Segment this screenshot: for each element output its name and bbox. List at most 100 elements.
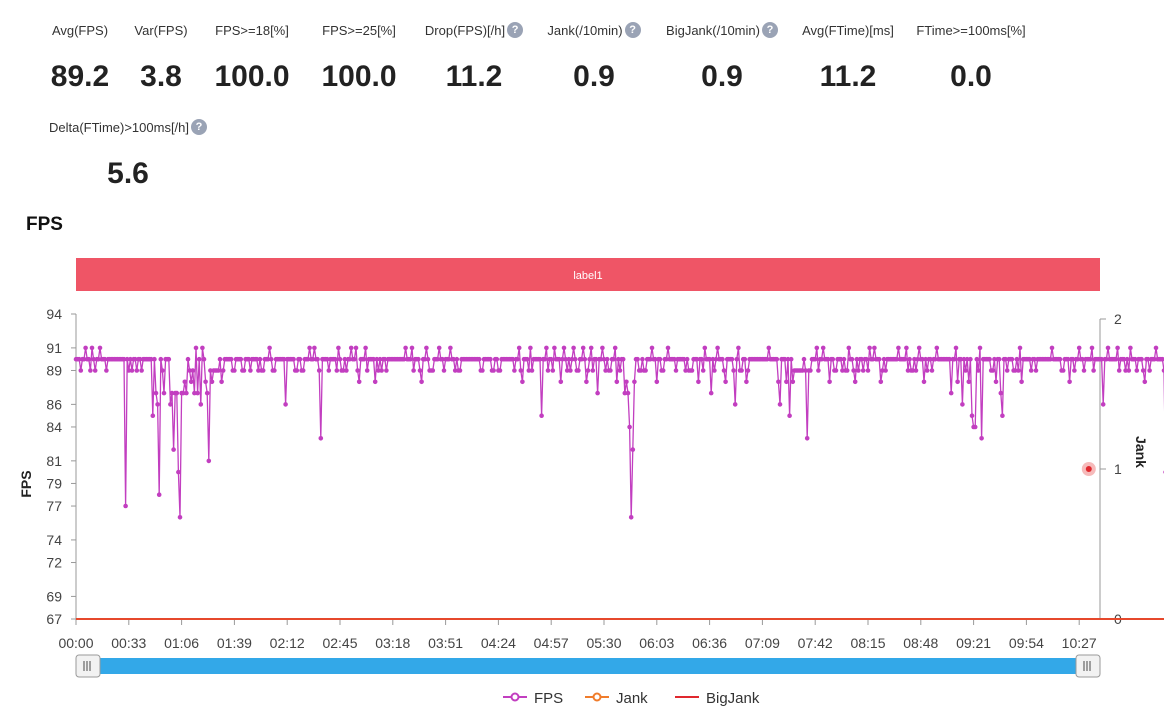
- metric-bigjank: BigJank(/10min)? 0.9: [654, 20, 790, 94]
- fps-point: [953, 345, 959, 351]
- fps-point: [712, 368, 717, 373]
- fps-point: [902, 356, 908, 362]
- fps-point: [964, 356, 970, 362]
- fps-point: [849, 356, 855, 362]
- fps-point: [185, 356, 191, 362]
- fps-point: [684, 356, 690, 362]
- fps-point: [614, 379, 620, 385]
- fps-point: [539, 413, 544, 419]
- fps-point: [193, 345, 199, 351]
- metric-label-text: Drop(FPS)[/h]: [424, 22, 506, 38]
- fps-point: [601, 356, 607, 362]
- fps-point: [104, 368, 109, 373]
- fps-point: [612, 345, 618, 351]
- legend-marker-jank[interactable]: [592, 692, 602, 702]
- fps-point: [318, 436, 324, 441]
- x-tick-label: 00:33: [111, 635, 146, 651]
- fps-point: [745, 368, 751, 373]
- fps-point: [851, 368, 856, 373]
- fps-point: [403, 345, 408, 351]
- zoom-slider-handle-left[interactable]: [75, 654, 101, 678]
- fps-point: [1000, 413, 1005, 419]
- x-tick-label: 04:57: [534, 635, 569, 651]
- fps-point: [673, 368, 679, 373]
- fps-point: [1139, 356, 1144, 362]
- fps-point: [1121, 356, 1127, 362]
- fps-point: [81, 356, 87, 362]
- fps-point: [1160, 356, 1164, 362]
- fps-point: [169, 390, 175, 396]
- fps-point: [561, 345, 567, 351]
- fps-point: [1152, 356, 1157, 362]
- fps-point: [219, 379, 224, 385]
- help-icon[interactable]: ?: [761, 22, 778, 38]
- fps-point: [190, 368, 196, 373]
- fps-point: [593, 356, 599, 362]
- legend-marker-fps[interactable]: [510, 692, 520, 702]
- fps-point: [361, 356, 367, 362]
- fps-point: [966, 379, 972, 385]
- fps-point: [883, 368, 888, 373]
- zoom-slider-handle-right[interactable]: [1075, 654, 1101, 678]
- zoom-slider-track[interactable]: [84, 658, 1094, 674]
- fps-point: [291, 356, 296, 362]
- fps-point: [476, 356, 482, 362]
- help-icon[interactable]: ?: [191, 119, 208, 135]
- metric-avg-fps: Avg(FPS) 89.2: [40, 20, 120, 94]
- fps-point: [844, 368, 850, 373]
- fps-point: [379, 368, 384, 373]
- fps-point: [784, 379, 789, 385]
- fps-point: [700, 368, 706, 373]
- fps-point: [955, 379, 960, 385]
- fps-point: [516, 345, 522, 351]
- fps-point: [529, 368, 535, 373]
- fps-point: [228, 356, 234, 362]
- fps-point: [992, 356, 997, 362]
- jank-series-line: [76, 618, 1164, 620]
- fps-point: [326, 368, 332, 373]
- fps-point: [457, 368, 463, 373]
- fps-point: [150, 413, 156, 419]
- x-tick-label: 06:03: [639, 635, 674, 651]
- metric-value: 3.8: [140, 60, 182, 93]
- fps-point: [907, 356, 912, 362]
- fps-point: [1089, 345, 1095, 351]
- fps-point: [657, 356, 663, 362]
- fps-point: [1049, 345, 1055, 351]
- fps-point: [497, 368, 503, 373]
- x-tick-label: 07:09: [745, 635, 780, 651]
- y-tick-label: 67: [46, 611, 62, 627]
- fps-point: [708, 390, 714, 396]
- fps-point: [526, 368, 532, 373]
- fps-point: [1115, 345, 1120, 351]
- fps-point: [864, 356, 869, 362]
- fps-point: [841, 356, 847, 362]
- fps-point: [424, 345, 429, 351]
- fps-point: [171, 447, 176, 452]
- fps-point: [924, 368, 930, 373]
- fps-point: [961, 356, 967, 362]
- fps-point: [776, 379, 781, 385]
- metric-label: FPS>=18[%]: [202, 20, 302, 40]
- fps-point: [929, 368, 935, 373]
- y-tick-label: 84: [46, 419, 62, 435]
- help-icon[interactable]: ?: [507, 22, 524, 38]
- metric-value: 0.9: [701, 60, 743, 93]
- fps-point: [312, 345, 317, 351]
- fps-point: [248, 368, 253, 373]
- label-band: [76, 258, 1100, 291]
- fps-point: [488, 356, 493, 362]
- fps-point: [544, 345, 549, 351]
- fps-point: [916, 345, 922, 351]
- fps-point: [558, 379, 564, 385]
- metric-jank: Jank(/10min)? 0.9: [534, 20, 654, 94]
- help-icon[interactable]: ?: [624, 22, 641, 38]
- fps-point: [153, 390, 159, 396]
- fps-point: [744, 379, 749, 385]
- y-tick-label: 91: [46, 340, 62, 356]
- fps-point: [166, 356, 172, 362]
- fps-point: [820, 345, 826, 351]
- fps-point: [356, 379, 362, 385]
- fps-point: [182, 379, 188, 385]
- fps-point: [184, 390, 189, 396]
